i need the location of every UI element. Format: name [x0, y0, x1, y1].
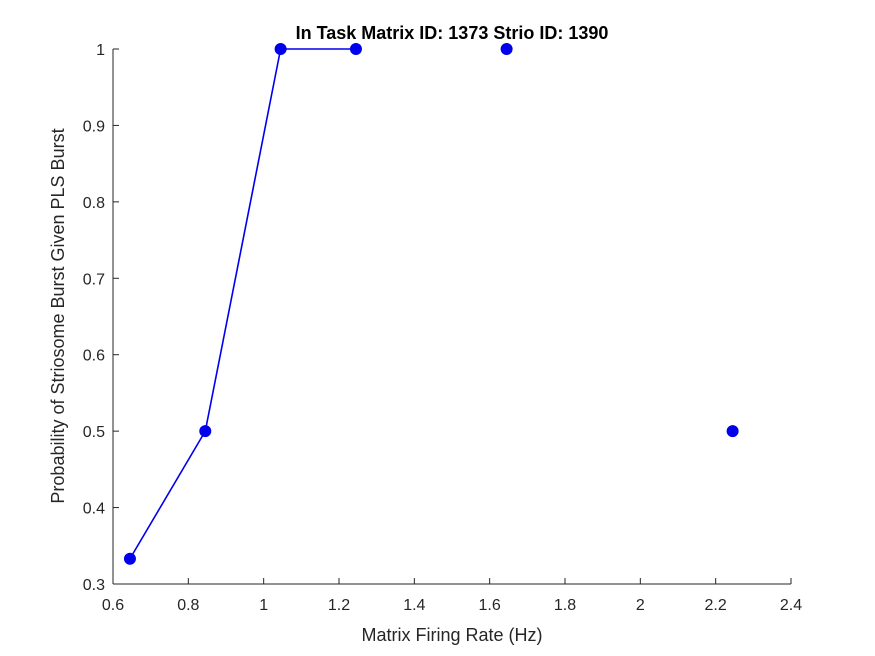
data-point: [500, 43, 513, 55]
x-tick-label: 2: [636, 597, 645, 614]
y-tick-label: 0.7: [83, 271, 105, 288]
y-tick-label: 0.5: [83, 424, 105, 441]
y-tick-label: 0.6: [83, 348, 105, 365]
x-tick-label: 1.2: [328, 597, 350, 614]
y-tick-label: 1: [96, 42, 105, 59]
x-tick-label: 1.8: [554, 597, 576, 614]
y-tick-label: 0.3: [83, 577, 105, 594]
y-tick-label: 0.9: [83, 118, 105, 135]
x-tick-label: 1.4: [403, 597, 425, 614]
x-tick-label: 1.6: [479, 597, 501, 614]
series-line-segment: [129, 430, 206, 560]
x-axis-label: Matrix Firing Rate (Hz): [361, 625, 542, 645]
data-point: [199, 425, 212, 438]
y-tick-label: 0.8: [83, 195, 105, 212]
x-tick-label: 0.6: [102, 597, 124, 614]
series: [123, 43, 739, 565]
x-tick-label: 2.4: [780, 597, 802, 614]
data-point: [274, 43, 287, 55]
y-tick-label: 0.4: [83, 501, 105, 518]
data-point: [726, 425, 739, 438]
x-tick-label: 0.8: [177, 597, 199, 614]
plot-area: [113, 49, 791, 584]
y-axis-label: Probability of Striosome Burst Given PLS…: [48, 128, 68, 503]
x-ticks: 0.6 0.8 1 1.2 1.4 1.6 1.8 2 2.2 2.4: [102, 578, 802, 614]
x-tick-label: 2.2: [705, 597, 727, 614]
axes: [112, 49, 791, 585]
y-ticks: 0.3 0.4 0.5 0.6 0.7 0.8 0.9 1: [83, 42, 119, 594]
series-line-segment: [204, 48, 282, 432]
x-tick-label: 1: [259, 597, 268, 614]
data-point: [349, 43, 362, 55]
chart-title: In Task Matrix ID: 1373 Strio ID: 1390: [296, 23, 609, 43]
data-point: [123, 552, 136, 565]
